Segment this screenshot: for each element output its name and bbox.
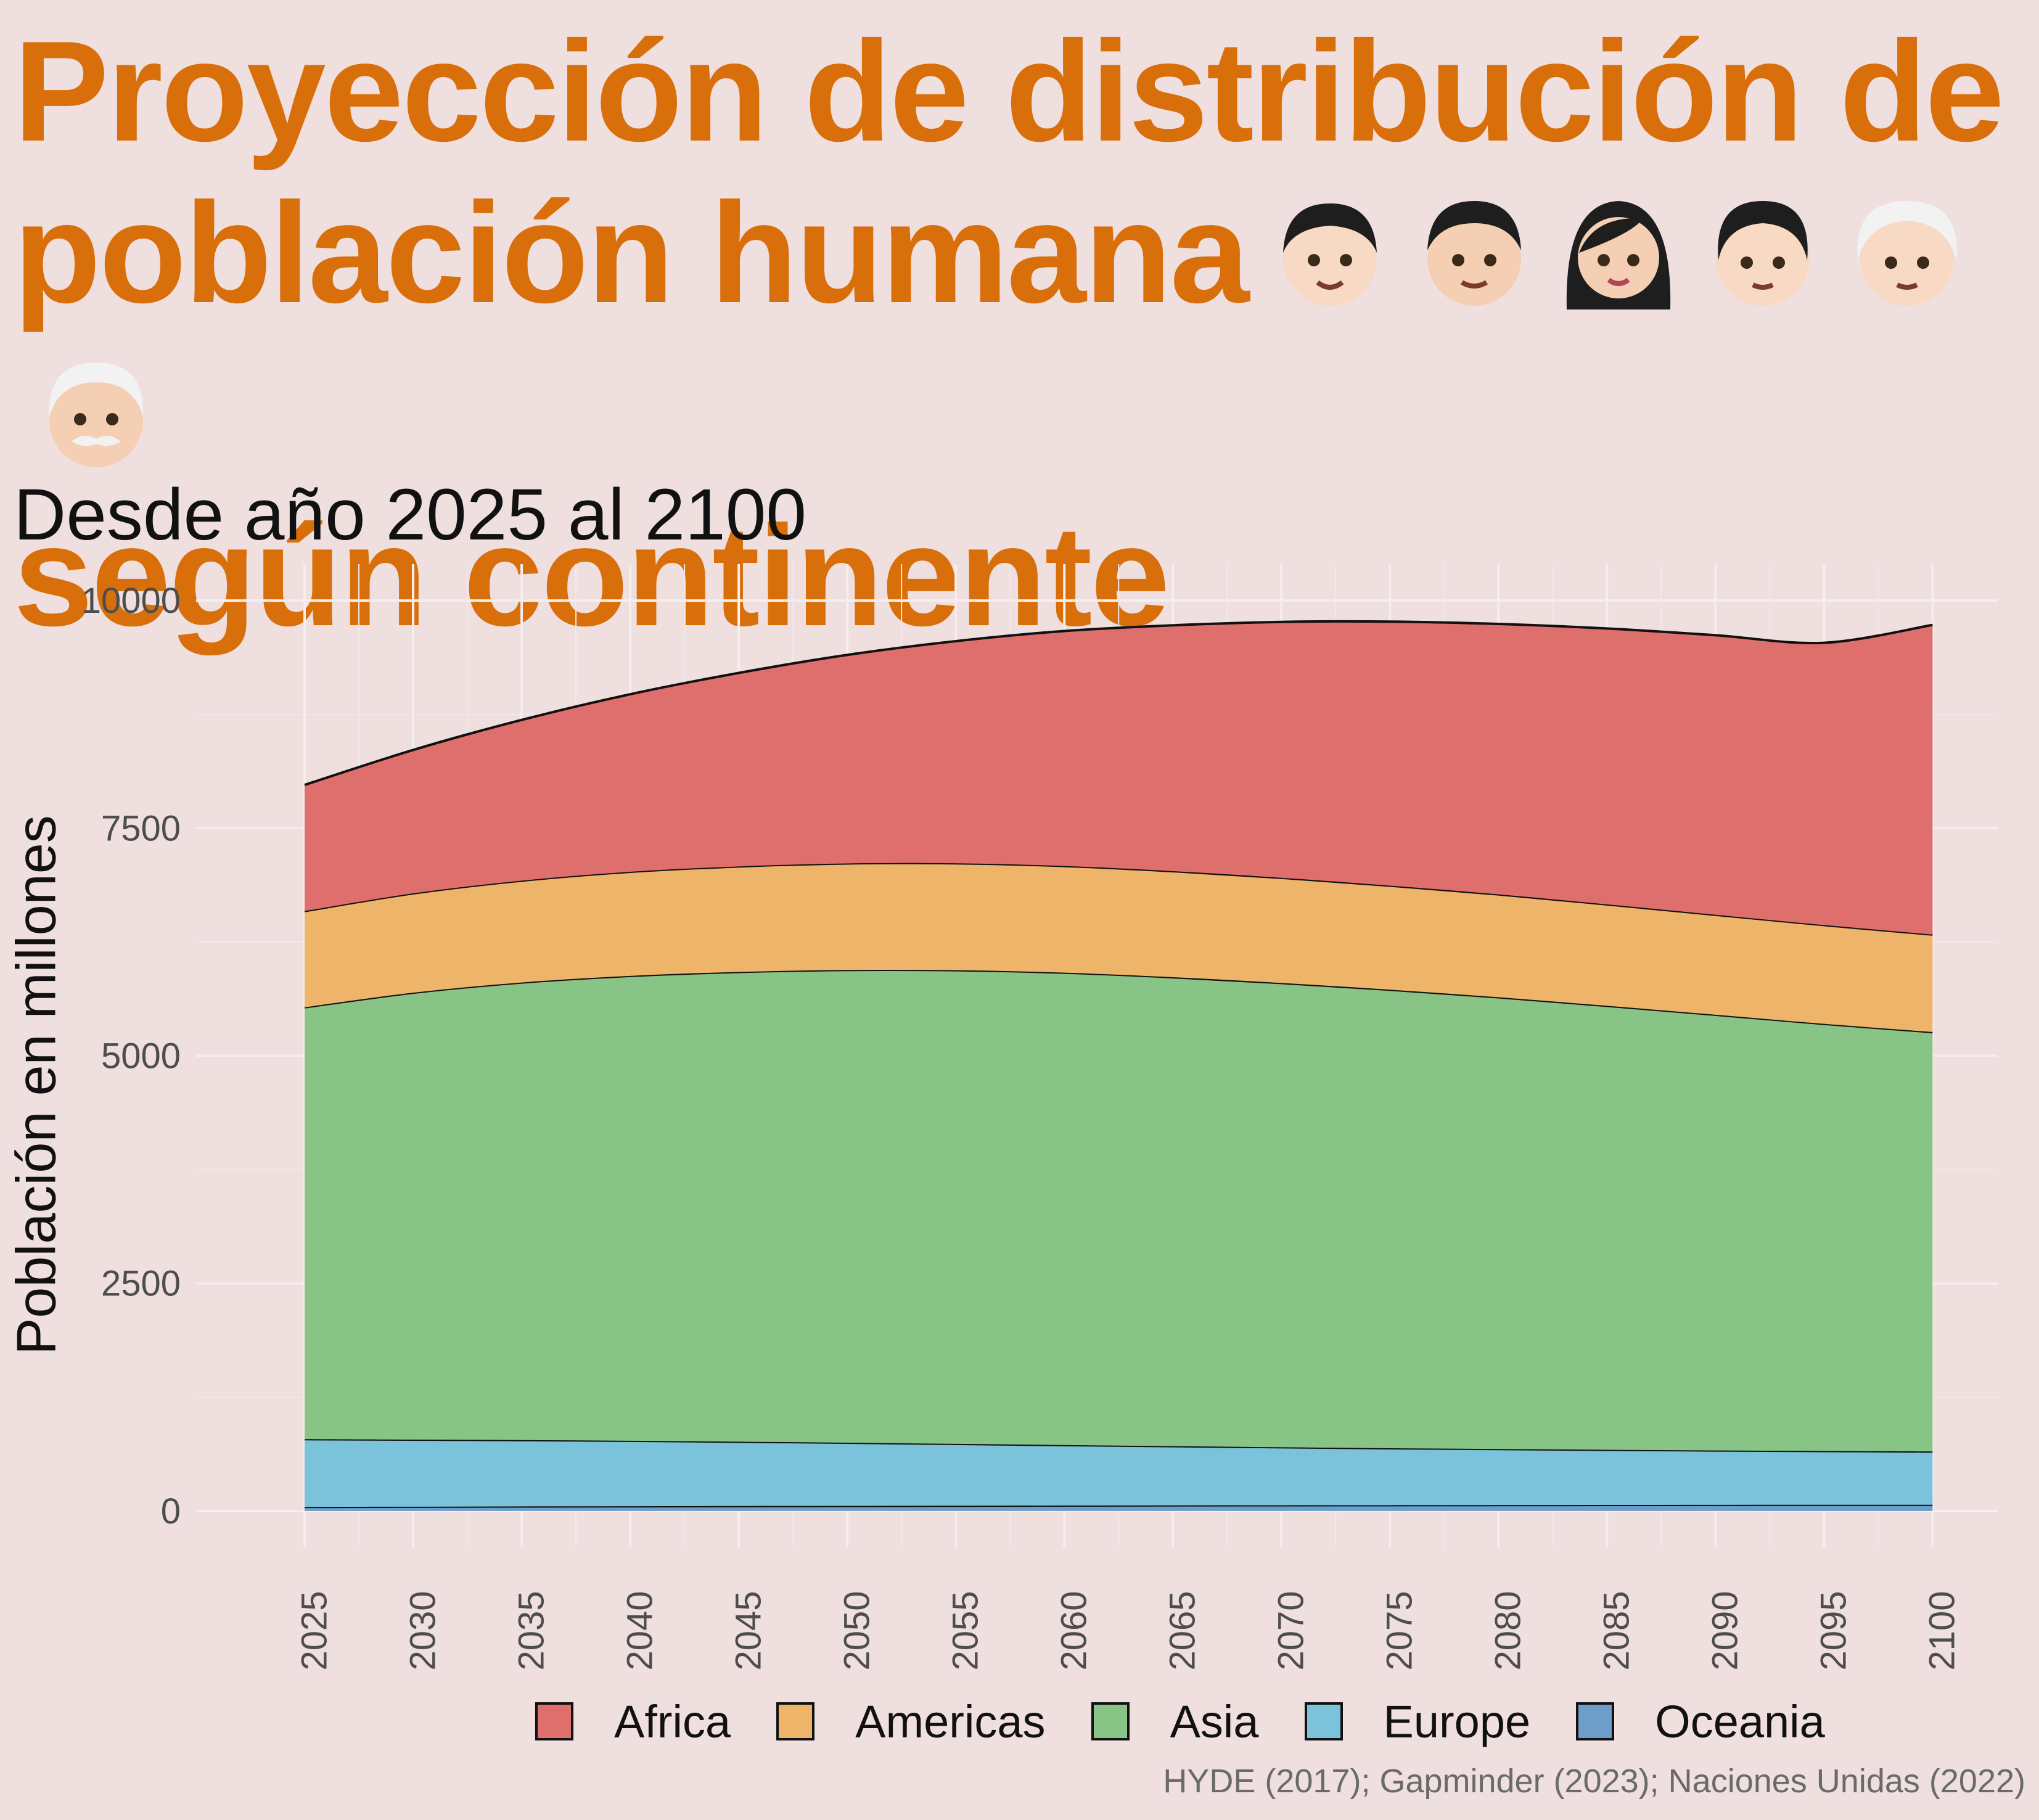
legend-swatch xyxy=(1576,1702,1615,1740)
y-tick-label: 0 xyxy=(161,1491,181,1531)
line-asia xyxy=(304,968,1933,1033)
x-tick-label: 2055 xyxy=(945,1591,985,1670)
legend-label: Africa xyxy=(614,1695,731,1747)
woman-face-icon xyxy=(1567,201,1671,309)
legend-item-europe: Europe xyxy=(1304,1695,1531,1748)
x-tick-label: 2075 xyxy=(1380,1591,1420,1670)
legend-swatch xyxy=(776,1702,815,1740)
area-europe xyxy=(305,1439,1933,1507)
x-tick-label: 2065 xyxy=(1163,1591,1203,1670)
y-tick-label: 5000 xyxy=(101,1036,181,1076)
chart-subtitle: Desde año 2025 al 2100 xyxy=(14,474,806,555)
areas xyxy=(304,620,1933,1511)
legend-swatch xyxy=(1091,1702,1130,1740)
x-tick-label: 2040 xyxy=(620,1591,660,1670)
child-face-icon xyxy=(1283,203,1377,306)
legend: Africa Americas Asia Europe Oceania xyxy=(535,1695,1871,1748)
legend-swatch xyxy=(1304,1702,1343,1740)
line-africa xyxy=(304,620,1933,787)
x-tick-label: 2100 xyxy=(1922,1591,1963,1670)
x-tick-label: 2050 xyxy=(837,1591,877,1670)
legend-label: Europe xyxy=(1383,1695,1531,1747)
title-line-2: población humana xyxy=(14,173,1249,333)
legend-item-americas: Americas xyxy=(776,1695,1046,1748)
legend-swatch xyxy=(535,1702,573,1740)
y-tick-label: 7500 xyxy=(101,808,181,848)
chart-title: Proyección de distribución de población … xyxy=(14,11,2017,657)
old-man-face-icon xyxy=(49,363,144,467)
area-africa xyxy=(305,621,1933,935)
area-asia xyxy=(305,969,1933,1452)
legend-item-asia: Asia xyxy=(1091,1695,1259,1748)
y-tick-label: 10000 xyxy=(81,581,181,621)
legend-item-oceania: Oceania xyxy=(1576,1695,1825,1748)
x-tick-label: 2070 xyxy=(1271,1591,1311,1670)
x-tick-label: 2085 xyxy=(1597,1591,1637,1670)
x-tick-label: 2030 xyxy=(403,1591,443,1670)
x-tick-label: 2025 xyxy=(294,1591,334,1670)
x-tick-label: 2060 xyxy=(1054,1591,1094,1670)
source-caption: HYDE (2017); Gapminder (2023); Naciones … xyxy=(1163,1763,2025,1800)
legend-label: Oceania xyxy=(1655,1695,1825,1747)
axes: 0 2500 5000 7500 10000 2025 2030 2035 2040 2045 20… xyxy=(81,581,1963,1670)
legend-label: Americas xyxy=(855,1695,1046,1747)
area-americas xyxy=(305,863,1933,1032)
legend-item-africa: Africa xyxy=(535,1695,731,1748)
person-face-icon xyxy=(1716,201,1810,306)
older-person-face-icon xyxy=(1857,201,1958,306)
y-tick-label: 2500 xyxy=(101,1264,181,1304)
x-tick-label: 2090 xyxy=(1705,1591,1746,1670)
x-tick-label: 2035 xyxy=(511,1591,551,1670)
x-tick-label: 2045 xyxy=(728,1591,768,1670)
boy-face-icon xyxy=(1427,201,1522,306)
faces-row xyxy=(14,173,1969,494)
title-line-1: Proyección de distribución de xyxy=(14,12,2004,171)
x-tick-label: 2080 xyxy=(1488,1591,1528,1670)
x-tick-label: 2095 xyxy=(1814,1591,1854,1670)
legend-label: Asia xyxy=(1170,1695,1259,1747)
